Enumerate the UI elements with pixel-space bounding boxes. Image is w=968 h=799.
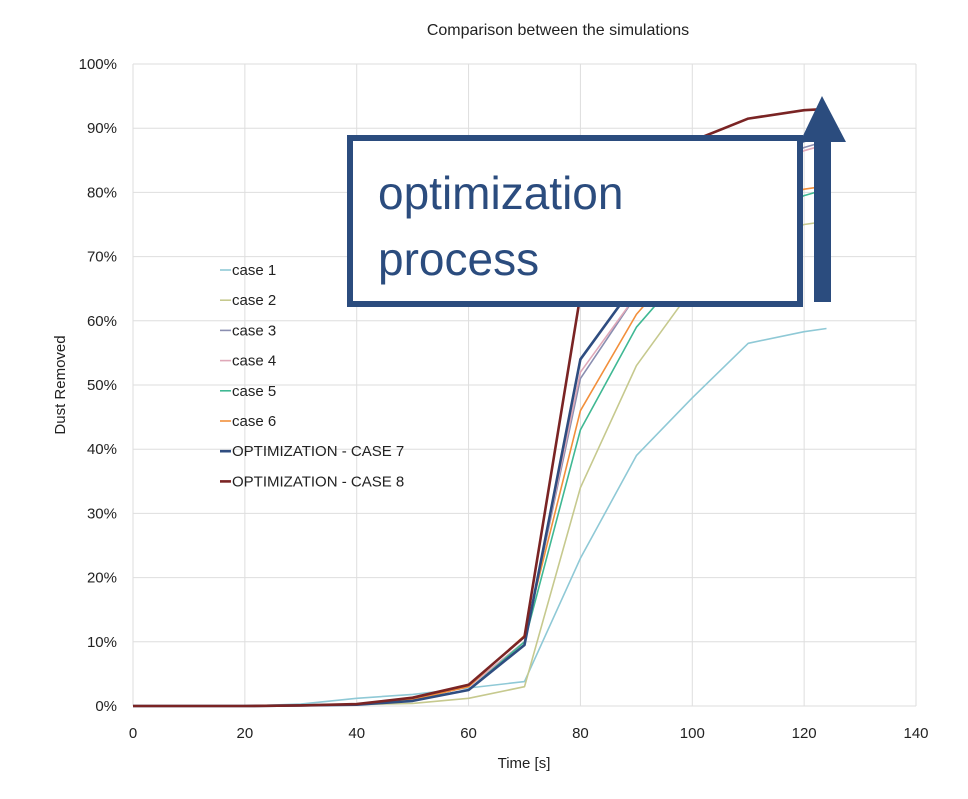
x-tick-label: 100 bbox=[680, 725, 705, 742]
y-tick-label: 100% bbox=[79, 56, 117, 73]
x-tick-label: 40 bbox=[348, 725, 365, 742]
legend-item-label: case 5 bbox=[232, 383, 276, 400]
y-tick-label: 10% bbox=[87, 634, 117, 651]
annotation-arrow-shaft bbox=[814, 138, 831, 302]
y-tick-label: 70% bbox=[87, 249, 117, 266]
y-tick-label: 60% bbox=[87, 313, 117, 330]
y-axis-label: Dust Removed bbox=[52, 335, 69, 434]
annotation-line-1: optimization bbox=[378, 167, 623, 219]
optimization-annotation: optimization process bbox=[347, 96, 846, 307]
y-tick-label: 20% bbox=[87, 570, 117, 587]
legend-item-label: case 3 bbox=[232, 322, 276, 339]
legend-item-label: case 6 bbox=[232, 413, 276, 430]
legend: case 1 case 2 case 3 case 4 case 5 case 6 OPTI… bbox=[220, 262, 404, 490]
x-axis-label: Time [s] bbox=[498, 755, 551, 772]
x-tick-label: 60 bbox=[460, 725, 477, 742]
x-tick-label: 0 bbox=[129, 725, 137, 742]
legend-item-label: OPTIMIZATION - CASE 8 bbox=[232, 473, 404, 490]
y-tick-label: 80% bbox=[87, 184, 117, 201]
y-tick-label: 50% bbox=[87, 377, 117, 394]
legend-item-label: OPTIMIZATION - CASE 7 bbox=[232, 443, 404, 460]
x-tick-labels: 0 20 40 60 80 100 120 140 bbox=[129, 725, 929, 742]
x-tick-label: 20 bbox=[237, 725, 254, 742]
legend-item-label: case 2 bbox=[232, 292, 276, 309]
y-tick-label: 90% bbox=[87, 120, 117, 137]
y-tick-labels: 0% 10% 20% 30% 40% 50% 60% 70% 80% 90% 100% bbox=[79, 56, 117, 715]
x-tick-label: 140 bbox=[903, 725, 928, 742]
y-tick-label: 30% bbox=[87, 505, 117, 522]
legend-item-label: case 4 bbox=[232, 353, 276, 370]
chart-title: Comparison between the simulations bbox=[427, 22, 689, 39]
y-tick-label: 40% bbox=[87, 441, 117, 458]
x-tick-label: 80 bbox=[572, 725, 589, 742]
x-tick-label: 120 bbox=[792, 725, 817, 742]
annotation-line-2: process bbox=[378, 233, 539, 285]
series-line-8 bbox=[133, 107, 827, 708]
legend-item-label: case 1 bbox=[232, 262, 276, 279]
arrow-up-icon bbox=[800, 96, 846, 142]
y-tick-label: 0% bbox=[95, 698, 117, 715]
annotation-box bbox=[347, 135, 803, 307]
